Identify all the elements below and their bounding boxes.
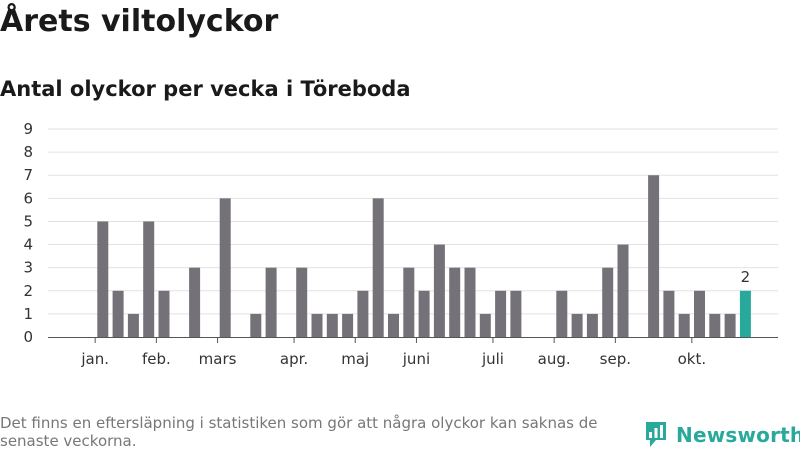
bar bbox=[296, 267, 308, 337]
bar bbox=[709, 313, 721, 337]
bar bbox=[678, 313, 690, 337]
newsworthy-logo-icon bbox=[646, 422, 666, 447]
bar bbox=[357, 290, 369, 337]
chart-title: Årets viltolyckor bbox=[0, 4, 279, 39]
bar bbox=[694, 290, 705, 337]
bar bbox=[311, 313, 323, 337]
bar bbox=[127, 313, 139, 337]
x-tick-label: apr. bbox=[280, 350, 308, 368]
y-tick-label: 0 bbox=[23, 328, 33, 346]
bar-chart: 0 1 2 3 4 5 6 7 8 9 jan. feb. mars apr. maj juni juli au… bbox=[23, 120, 778, 368]
y-tick-label: 9 bbox=[23, 120, 33, 138]
y-tick-label: 6 bbox=[23, 189, 33, 207]
bar bbox=[510, 290, 522, 337]
x-tick-label: jan. bbox=[80, 350, 109, 368]
bar bbox=[648, 175, 660, 337]
brand-name: Newsworthy bbox=[676, 423, 800, 447]
bar bbox=[418, 290, 430, 337]
bar bbox=[97, 221, 109, 337]
bar bbox=[112, 290, 124, 337]
bar bbox=[556, 290, 568, 337]
y-tick-label: 4 bbox=[23, 236, 33, 254]
bar bbox=[433, 244, 445, 337]
y-tick-label: 2 bbox=[23, 282, 33, 300]
bar bbox=[602, 267, 614, 337]
y-tick-label: 8 bbox=[23, 143, 33, 161]
bar bbox=[586, 313, 598, 337]
bar bbox=[571, 313, 583, 337]
bar bbox=[403, 267, 415, 337]
bar bbox=[388, 313, 399, 337]
chart-subtitle: Antal olyckor per vecka i Töreboda bbox=[0, 77, 411, 101]
bar bbox=[617, 244, 629, 337]
bar bbox=[372, 198, 384, 337]
bars bbox=[97, 175, 751, 337]
bar bbox=[143, 221, 155, 337]
bar-highlighted bbox=[739, 290, 751, 337]
x-tick-label: juli bbox=[481, 350, 504, 368]
x-axis: jan. feb. mars apr. maj juni juli aug. sep. okt. bbox=[48, 337, 778, 368]
data-labels: 2 bbox=[741, 268, 751, 286]
bar bbox=[342, 313, 354, 337]
footnote: Det finns en eftersläpning i statistiken… bbox=[0, 414, 598, 450]
x-tick-label: maj bbox=[341, 350, 369, 368]
bar bbox=[663, 290, 675, 337]
y-tick-label: 1 bbox=[23, 305, 33, 323]
bar bbox=[464, 267, 476, 337]
x-tick-label: juni bbox=[402, 350, 430, 368]
y-tick-label: 7 bbox=[23, 166, 33, 184]
bar bbox=[495, 290, 507, 337]
y-axis-ticks: 0 1 2 3 4 5 6 7 8 9 bbox=[23, 120, 33, 346]
bar bbox=[158, 290, 170, 337]
bar bbox=[189, 267, 201, 337]
bar bbox=[265, 267, 277, 337]
bar bbox=[449, 267, 461, 337]
bar bbox=[326, 313, 338, 337]
x-tick-label: feb. bbox=[142, 350, 171, 368]
brand-logo[interactable]: Newsworthy bbox=[644, 420, 800, 450]
x-tick-label: aug. bbox=[538, 350, 571, 368]
gridlines bbox=[48, 128, 778, 315]
y-tick-label: 5 bbox=[23, 212, 33, 230]
bar bbox=[219, 198, 231, 337]
data-label: 2 bbox=[741, 268, 751, 286]
y-tick-label: 3 bbox=[23, 259, 33, 277]
bar bbox=[724, 313, 736, 337]
x-tick-label: okt. bbox=[678, 350, 707, 368]
x-tick-label: sep. bbox=[600, 350, 631, 368]
x-tick-label: mars bbox=[199, 350, 237, 368]
bar bbox=[479, 313, 491, 337]
bar bbox=[250, 313, 262, 337]
